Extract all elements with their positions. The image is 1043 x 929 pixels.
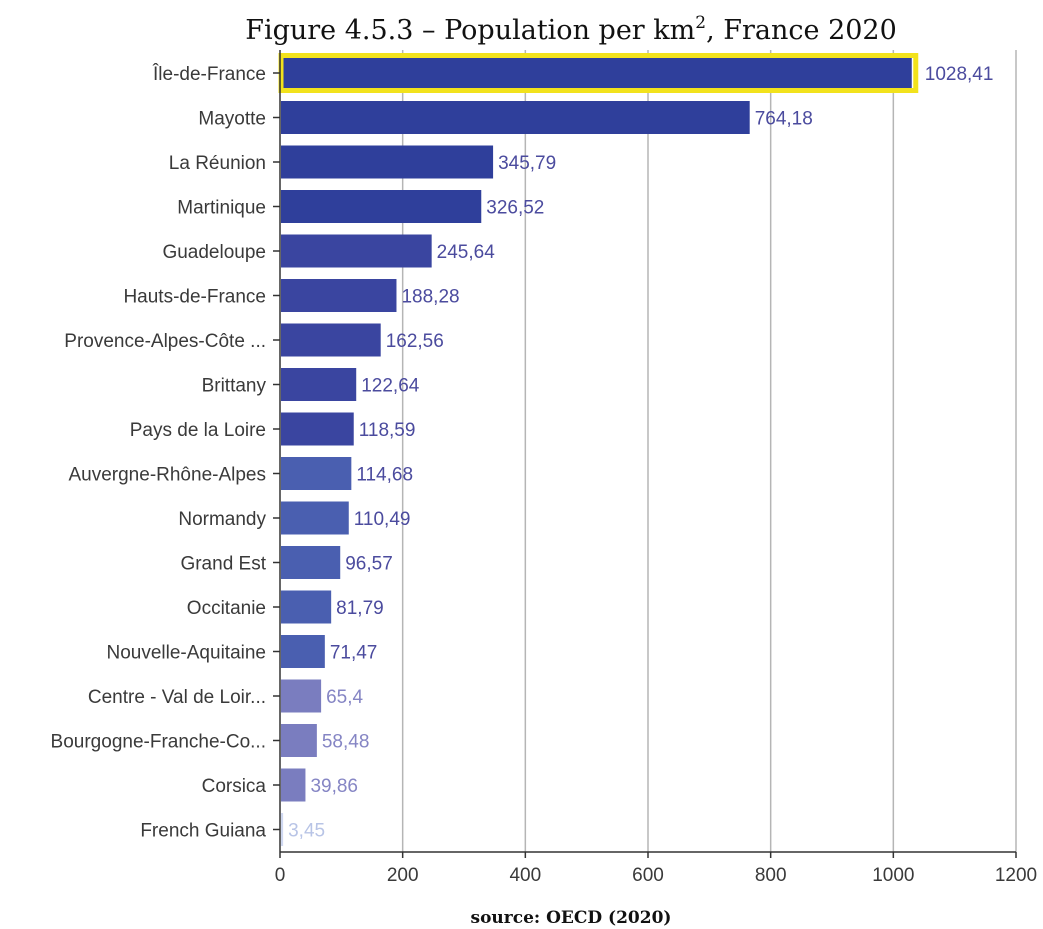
value-label: 345,79 xyxy=(498,153,556,174)
gridlines xyxy=(401,50,1017,852)
category-label: Mayotte xyxy=(198,109,266,130)
labels: 0 200 400 600 800 1000 1200 Île-de-France 1028,4… xyxy=(51,63,1038,886)
bar xyxy=(281,679,322,713)
category-label: Nouvelle-Aquitaine xyxy=(107,643,267,664)
category-label: Corsica xyxy=(202,776,267,797)
category-label: Hauts-de-France xyxy=(123,287,266,308)
bar xyxy=(281,279,397,312)
value-label: 118,59 xyxy=(359,420,416,441)
bar xyxy=(281,368,357,401)
bar-highlight xyxy=(278,53,919,93)
bar xyxy=(281,501,349,535)
value-label: 764,18 xyxy=(755,109,813,130)
x-tick-label: 200 xyxy=(387,865,419,886)
category-label: French Guiana xyxy=(140,821,266,842)
value-label: 326,52 xyxy=(486,198,544,219)
category-label: Pays de la Loire xyxy=(130,420,266,441)
value-label: 58,48 xyxy=(322,732,370,753)
bar xyxy=(281,724,317,757)
x-tick-label: 0 xyxy=(275,865,286,886)
bar xyxy=(281,323,381,357)
x-tick-label: 600 xyxy=(632,865,664,886)
value-label: 39,86 xyxy=(310,776,358,797)
x-tick-label: 400 xyxy=(509,865,541,886)
chart-title: Figure 4.5.3 – Population per km2, Franc… xyxy=(245,13,897,46)
x-tick-label: 1200 xyxy=(995,865,1037,886)
category-label: Occitanie xyxy=(187,598,266,619)
category-label: Bourgogne-Franche-Co... xyxy=(51,732,266,753)
value-label: 188,28 xyxy=(401,287,459,308)
bar xyxy=(281,590,332,624)
category-label: La Réunion xyxy=(169,153,266,174)
source-note: source: OECD (2020) xyxy=(471,908,672,928)
category-label: Auvergne-Rhône-Alpes xyxy=(68,465,266,486)
value-label: 162,56 xyxy=(386,331,444,352)
value-label: 110,49 xyxy=(354,509,411,530)
category-label: Grand Est xyxy=(180,554,266,575)
category-label: Martinique xyxy=(177,198,266,219)
bar xyxy=(281,813,284,846)
value-label: 122,64 xyxy=(361,376,420,397)
value-label: 245,64 xyxy=(437,242,496,263)
bar xyxy=(281,190,482,223)
value-label: 3,45 xyxy=(288,821,325,842)
bar xyxy=(281,234,432,268)
value-label: 81,79 xyxy=(336,598,384,619)
value-label: 114,68 xyxy=(356,465,413,486)
bar xyxy=(281,457,352,490)
bars xyxy=(278,53,919,846)
bar xyxy=(281,768,306,802)
category-label: Centre - Val de Loir... xyxy=(88,687,266,708)
value-label: 1028,41 xyxy=(925,64,994,85)
bar xyxy=(281,412,354,446)
bar xyxy=(281,56,912,90)
axes xyxy=(273,50,1017,858)
category-label: Guadeloupe xyxy=(162,242,266,263)
bar xyxy=(281,546,341,579)
chart-title-superscript: 2 xyxy=(695,13,706,33)
value-label: 96,57 xyxy=(345,554,393,575)
category-label: Normandy xyxy=(178,509,266,530)
value-label: 71,47 xyxy=(330,643,378,664)
category-label: Provence-Alpes-Côte ... xyxy=(64,331,266,352)
category-label: Île-de-France xyxy=(152,63,266,85)
category-label: Brittany xyxy=(202,376,267,397)
bar xyxy=(281,635,325,668)
x-tick-label: 800 xyxy=(755,865,787,886)
bar xyxy=(281,101,750,134)
bar xyxy=(281,145,494,179)
value-label: 65,4 xyxy=(326,687,363,708)
x-tick-label: 1000 xyxy=(872,865,914,886)
